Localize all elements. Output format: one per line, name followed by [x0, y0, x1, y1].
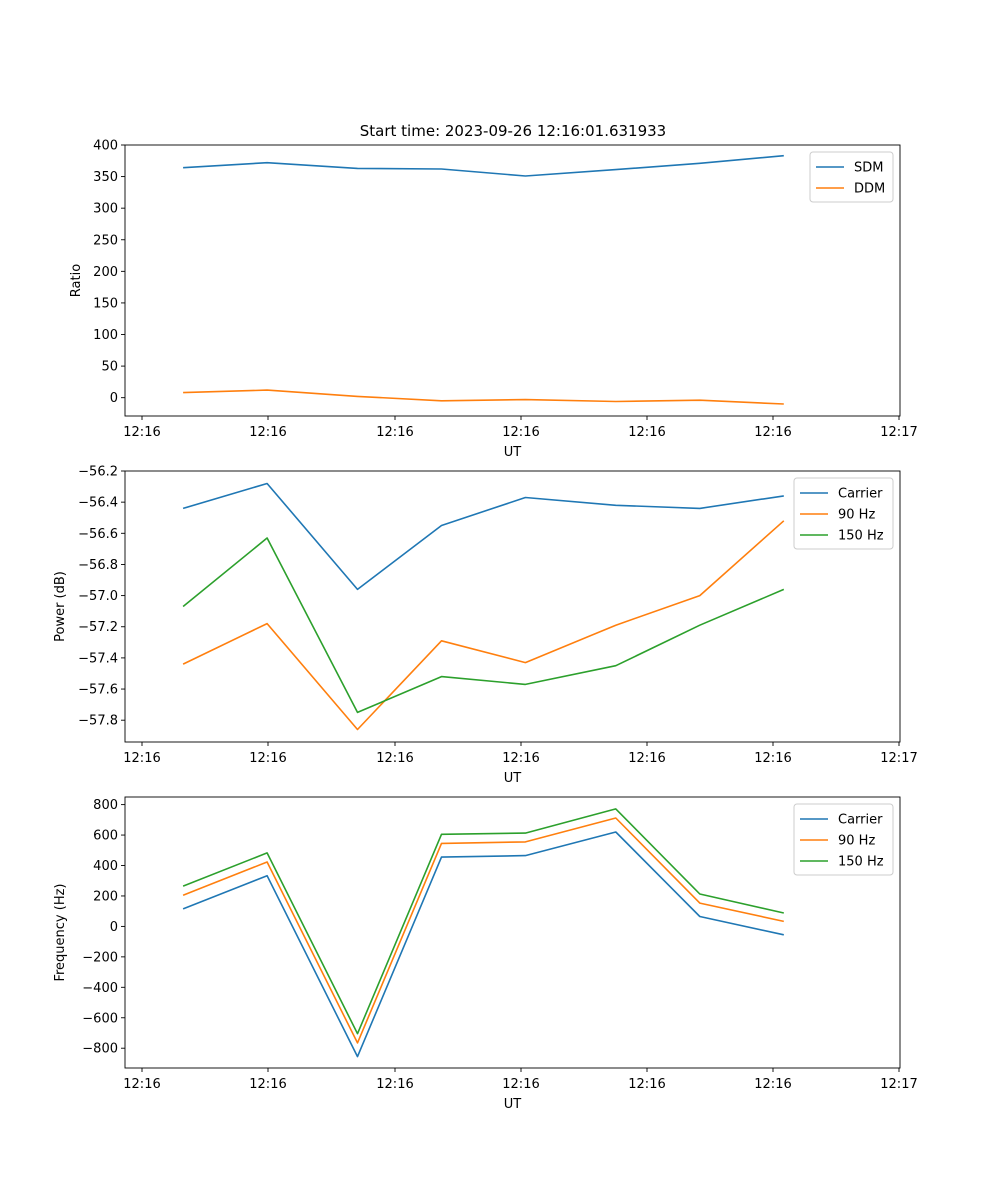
- x-tick-label: 12:16: [628, 1077, 665, 1092]
- y-tick-label: −56.8: [78, 558, 118, 573]
- x-tick-label: 12:16: [249, 1077, 286, 1092]
- x-tick-label: 12:17: [880, 425, 917, 440]
- y-tick-label: 250: [93, 233, 118, 248]
- y-tick-label: 0: [110, 391, 118, 406]
- x-axis-label: UT: [504, 771, 522, 786]
- legend-label: Carrier: [838, 487, 883, 502]
- y-tick-label: −57.4: [78, 651, 118, 666]
- y-tick-label: 50: [101, 360, 118, 375]
- legend-label: Carrier: [838, 813, 883, 828]
- legend-label: DDM: [854, 182, 885, 197]
- y-tick-label: −57.6: [78, 683, 118, 698]
- y-axis-label: Frequency (Hz): [53, 883, 68, 981]
- x-tick-label: 12:16: [502, 751, 539, 766]
- y-tick-label: −56.4: [78, 496, 118, 511]
- y-tick-label: 400: [93, 139, 118, 154]
- y-tick-label: 0: [110, 920, 118, 935]
- series-line-90-hz: [182, 817, 784, 1044]
- x-tick-label: 12:16: [249, 751, 286, 766]
- axes-frame: [124, 144, 901, 417]
- y-tick-label: −56.6: [78, 527, 118, 542]
- subplot-2: −57.8 −57.6 −57.4 −57.2 −57.0 −56.8 −56.6 −56.4…: [53, 465, 918, 787]
- chart-title: Start time: 2023-09-26 12:16:01.631933: [360, 122, 666, 140]
- y-tick-label: −600: [82, 1011, 118, 1026]
- y-tick-label: −57.0: [78, 589, 118, 604]
- y-tick-label: 200: [93, 265, 118, 280]
- x-tick-label: 12:16: [123, 751, 160, 766]
- legend-label: 90 Hz: [838, 508, 875, 523]
- legend: Carrier 90 Hz 150 Hz: [793, 477, 894, 550]
- x-tick-label: 12:16: [628, 425, 665, 440]
- subplot-3: −800 −600 −400 −200 0 200 400 600 800 12:16 12:16 1…: [53, 796, 918, 1112]
- legend-label: 150 Hz: [838, 529, 884, 544]
- x-tick-label: 12:16: [376, 751, 413, 766]
- axes-frame: [124, 470, 901, 743]
- legend-label: SDM: [854, 161, 883, 176]
- y-tick-label: −56.2: [78, 465, 118, 480]
- legend-label: 150 Hz: [838, 855, 884, 870]
- y-tick-label: −800: [82, 1042, 118, 1057]
- series-line-90-hz: [182, 520, 785, 731]
- x-tick-label: 12:16: [502, 1077, 539, 1092]
- series-line-ddm: [183, 389, 784, 405]
- x-tick-label: 12:16: [754, 751, 791, 766]
- x-tick-label: 12:16: [249, 425, 286, 440]
- y-tick-label: 600: [93, 829, 118, 844]
- series-line-sdm: [183, 154, 784, 177]
- x-tick-label: 12:16: [376, 425, 413, 440]
- x-axis-label: UT: [504, 1097, 522, 1112]
- legend: Carrier 90 Hz 150 Hz: [793, 803, 894, 876]
- y-tick-label: −57.2: [78, 620, 118, 635]
- x-tick-label: 12:16: [376, 1077, 413, 1092]
- legend: SDM DDM: [809, 151, 894, 203]
- x-tick-label: 12:16: [754, 1077, 791, 1092]
- legend-box: [809, 151, 894, 203]
- y-tick-label: −57.8: [78, 714, 118, 729]
- series-line-150-hz: [182, 537, 785, 714]
- x-tick-label: 12:16: [123, 1077, 160, 1092]
- y-axis-label: Ratio: [69, 264, 84, 297]
- series-line-carrier: [182, 482, 784, 591]
- legend-box: [793, 803, 894, 876]
- x-tick-label: 12:17: [880, 1077, 917, 1092]
- y-tick-label: 300: [93, 202, 118, 217]
- y-tick-label: 100: [93, 328, 118, 343]
- x-tick-label: 12:16: [502, 425, 539, 440]
- x-tick-label: 12:17: [880, 751, 917, 766]
- series-line-carrier: [182, 831, 784, 1058]
- y-tick-label: 350: [93, 170, 118, 185]
- legend-label: 90 Hz: [838, 834, 875, 849]
- y-tick-label: −400: [82, 981, 118, 996]
- y-tick-label: 150: [93, 296, 118, 311]
- y-axis-label: Power (dB): [53, 571, 68, 642]
- y-tick-label: 400: [93, 859, 118, 874]
- y-tick-label: −200: [82, 950, 118, 965]
- subplot-1: 0 50 100 150 200 250 300 350 400 12:16 12:16 12:16 1…: [69, 139, 918, 461]
- x-axis-label: UT: [504, 445, 522, 460]
- axes-frame: [124, 796, 901, 1069]
- x-tick-label: 12:16: [754, 425, 791, 440]
- series-line-150-hz: [182, 808, 784, 1035]
- x-tick-label: 12:16: [123, 425, 160, 440]
- x-tick-label: 12:16: [628, 751, 665, 766]
- y-tick-label: 200: [93, 889, 118, 904]
- y-tick-label: 800: [93, 798, 118, 813]
- legend-box: [793, 477, 894, 550]
